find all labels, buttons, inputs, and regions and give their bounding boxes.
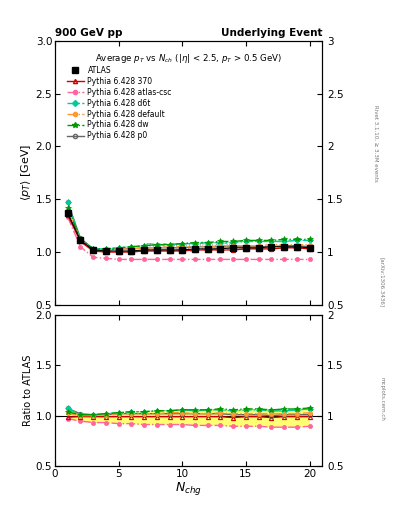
Legend: ATLAS, Pythia 6.428 370, Pythia 6.428 atlas-csc, Pythia 6.428 d6t, Pythia 6.428 : ATLAS, Pythia 6.428 370, Pythia 6.428 at… (67, 66, 172, 140)
X-axis label: $N_{chg}$: $N_{chg}$ (175, 480, 202, 497)
Text: Rivet 3.1.10, ≥ 3.3M events: Rivet 3.1.10, ≥ 3.3M events (373, 105, 378, 182)
Text: Underlying Event: Underlying Event (221, 28, 322, 38)
Y-axis label: $\langle p_T \rangle$ [GeV]: $\langle p_T \rangle$ [GeV] (19, 144, 33, 201)
Text: mcplots.cern.ch: mcplots.cern.ch (380, 377, 384, 421)
Y-axis label: Ratio to ATLAS: Ratio to ATLAS (23, 355, 33, 426)
Text: Average $p_T$ vs $N_{ch}$ (|$\eta$| < 2.5, $p_T$ > 0.5 GeV): Average $p_T$ vs $N_{ch}$ (|$\eta$| < 2.… (95, 52, 282, 65)
Text: ATLAS_2010_S8894728: ATLAS_2010_S8894728 (143, 242, 234, 251)
Text: 900 GeV pp: 900 GeV pp (55, 28, 123, 38)
Text: [arXiv:1306.3436]: [arXiv:1306.3436] (380, 257, 384, 307)
